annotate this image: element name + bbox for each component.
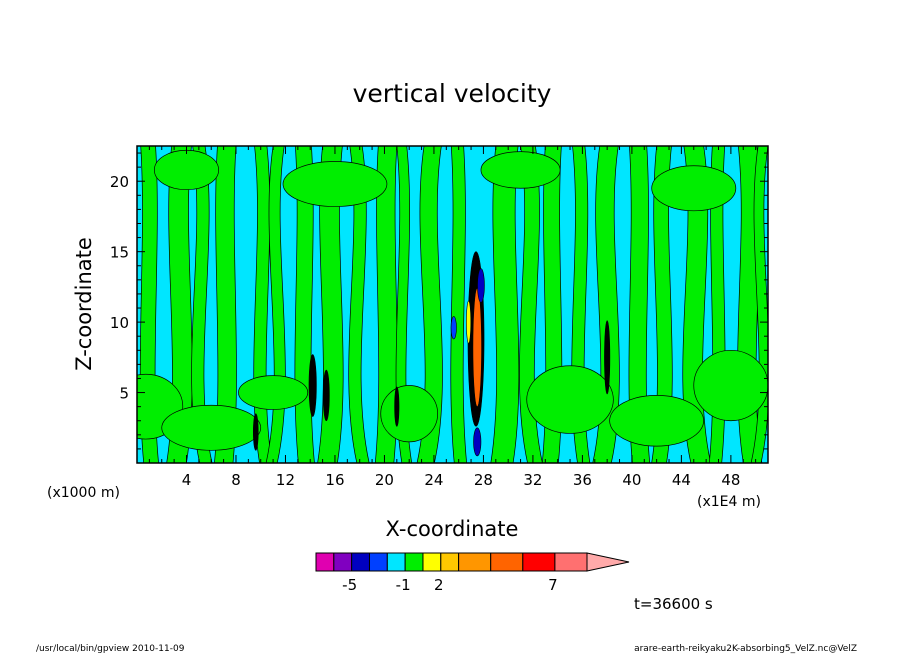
y-tick-label: 10: [110, 314, 129, 332]
x-axis-ticks: 4 8 12 16 20 24 28 32 36 40 44 48: [148, 146, 757, 489]
colorbar-label: 2: [434, 576, 444, 594]
colorbar-swatch: [458, 552, 492, 572]
x-tick-label: 4: [182, 471, 192, 489]
colorbar-swatch: [554, 552, 588, 572]
x-tick-label: 16: [325, 471, 344, 489]
positive-band: [348, 146, 370, 463]
colorbar: [315, 552, 630, 572]
positive-band: [592, 146, 620, 463]
colorbar-labels: -5 -1 2 7: [342, 576, 558, 594]
convective-cell: [394, 386, 400, 427]
time-label: t=36600 s: [634, 595, 713, 613]
positive-band: [519, 146, 543, 463]
positive-band: [395, 146, 413, 463]
positive-band: [651, 146, 673, 463]
positive-band: [166, 146, 193, 463]
positive-region: [161, 404, 262, 451]
colorbar-swatch: [440, 552, 460, 572]
positive-region: [693, 349, 768, 422]
x-tick-label: 24: [424, 471, 443, 489]
positive-region: [526, 365, 614, 434]
x-tick-label: 12: [276, 471, 295, 489]
x-tick-label: 40: [622, 471, 641, 489]
y-tick-label: 5: [119, 385, 129, 403]
x-axis-label: X-coordinate: [386, 517, 519, 541]
y-tick-label: 20: [110, 173, 129, 191]
colorbar-swatch: [351, 552, 370, 572]
convective-cell: [473, 427, 482, 457]
x-tick-label: 8: [231, 471, 241, 489]
footer-program: /usr/local/bin/gpview 2010-11-09: [36, 644, 185, 654]
positive-region: [153, 149, 220, 191]
convective-cell: [450, 316, 457, 340]
convective-cell: [472, 287, 482, 407]
colorbar-arrow: [586, 552, 630, 572]
convective-cell: [477, 268, 485, 303]
convective-cell: [322, 369, 330, 422]
x-tick-label: 48: [721, 471, 740, 489]
positive-region: [238, 375, 309, 410]
colorbar-label: -1: [396, 576, 411, 594]
x-tick-label: 44: [672, 471, 691, 489]
positive-band: [450, 146, 467, 463]
positive-band: [191, 146, 213, 463]
chart-title: vertical velocity: [353, 79, 552, 108]
convective-cell: [466, 300, 472, 344]
convective-cell: [604, 320, 611, 395]
x-unit-right: (x1E4 m): [697, 494, 761, 510]
colorbar-swatch: [490, 552, 524, 572]
colorbar-swatch: [404, 552, 424, 572]
y-axis-ticks: 5 10 15 20: [110, 152, 768, 450]
positive-band: [628, 146, 651, 463]
x-unit-left: (x1000 m): [47, 485, 120, 501]
convective-cells: [253, 251, 611, 457]
colorbar-swatch: [422, 552, 442, 572]
positive-region: [282, 161, 388, 207]
y-tick-label: 15: [110, 244, 129, 262]
y-axis-label: Z-coordinate: [72, 237, 96, 371]
positive-band: [682, 146, 712, 463]
positive-region: [380, 385, 439, 443]
footer-source: arare-earth-reikyaku2K-absorbing5_VelZ.n…: [634, 644, 857, 654]
colorbar-swatch: [368, 552, 388, 572]
colorbar-swatch: [386, 552, 406, 572]
positive-velocity-regions: [137, 149, 768, 451]
positive-band: [214, 146, 237, 463]
positive-band: [490, 146, 520, 463]
positive-region: [480, 151, 561, 189]
x-tick-label: 32: [523, 471, 542, 489]
plot-area: [137, 146, 768, 463]
colorbar-swatch: [522, 552, 556, 572]
x-tick-label: 28: [474, 471, 493, 489]
x-tick-label: 20: [375, 471, 394, 489]
x-tick-label: 36: [573, 471, 592, 489]
positive-region: [651, 165, 737, 212]
convective-cell: [253, 413, 259, 451]
positive-region: [609, 395, 705, 447]
positive-band: [416, 146, 443, 463]
positive-band: [374, 146, 398, 463]
colorbar-swatch: [333, 552, 353, 572]
colorbar-swatch: [315, 552, 335, 572]
plot-frame: [136, 145, 769, 464]
colorbar-label: 7: [548, 576, 558, 594]
convective-cell: [308, 354, 317, 417]
colorbar-label: -5: [342, 576, 357, 594]
